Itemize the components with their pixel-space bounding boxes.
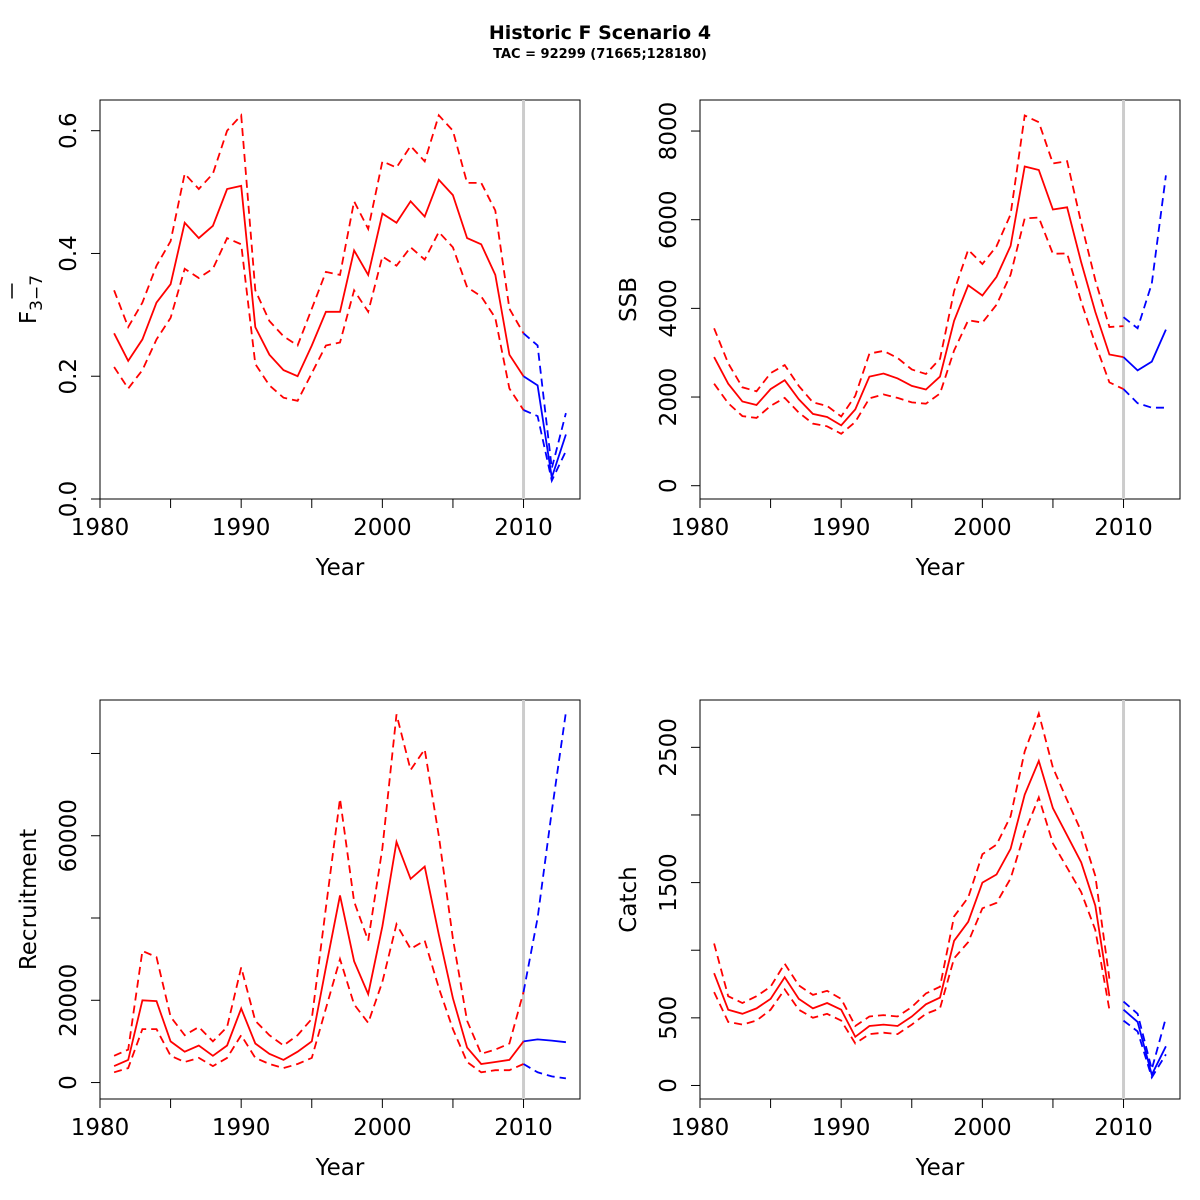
- y-tick-label: 6000: [656, 190, 682, 249]
- forecast-lower-line: [523, 1063, 567, 1080]
- y-tick-label: 8000: [656, 102, 682, 161]
- x-tick-label: 1980: [71, 1115, 130, 1141]
- x-tick-label: 2010: [1094, 1115, 1153, 1141]
- plot-frame: [99, 99, 581, 500]
- historic-lower-line: [113, 921, 524, 1074]
- x-tick-label: 2000: [353, 515, 412, 541]
- historic-median-line: [113, 838, 525, 1067]
- x-tick-label: 1980: [671, 1115, 730, 1141]
- y-tick-label: 500: [656, 996, 682, 1040]
- x-tick-label: 2010: [494, 515, 553, 541]
- historic-upper-line: [113, 113, 525, 347]
- x-tick-label: 2010: [1094, 515, 1153, 541]
- historic-upper-line: [113, 714, 525, 1057]
- y-axis-label-subscript: 3−7: [27, 275, 47, 311]
- forecast-upper-line: [522, 332, 567, 469]
- x-tick-label: 2000: [953, 515, 1012, 541]
- historic-median-line: [713, 758, 1111, 1039]
- panel-ssb: 1980 1990 2000 2010 0 2000 4000 6000 8000 Year SSB: [616, 99, 1181, 581]
- forecast-upper-line: [522, 712, 567, 993]
- y-axis-label: Catch: [616, 866, 642, 932]
- panel-catch: 1980 1990 2000 2010 0 500 1500 2500 Year Catch: [616, 699, 1181, 1181]
- y-tick-label: 0.2: [56, 358, 82, 395]
- y-tick-label: 0: [656, 478, 682, 493]
- y-tick-label: 0: [656, 1078, 682, 1093]
- x-tick-label: 1990: [812, 515, 871, 541]
- x-tick-label: 1990: [212, 1115, 271, 1141]
- y-tick-label: 1500: [656, 853, 682, 912]
- forecast-lower-line: [1122, 388, 1166, 409]
- y-tick-label: 0.4: [56, 235, 82, 272]
- figure-subtitle: TAC = 92299 (71665;128180): [493, 47, 707, 62]
- forecast-median-line: [1122, 1009, 1167, 1078]
- forecast-median-line: [1122, 329, 1167, 372]
- forecast-upper-line: [1122, 175, 1167, 330]
- x-axis-label: Year: [315, 1155, 365, 1181]
- historic-upper-line: [713, 710, 1111, 1028]
- x-tick-label: 2000: [353, 1115, 412, 1141]
- forecast-lower-line: [1122, 1019, 1167, 1080]
- forecast-median-line: [523, 1038, 567, 1044]
- historic-lower-line: [713, 216, 1124, 435]
- y-axis-label: F3−7: [16, 275, 47, 324]
- y-axis-label: SSB: [616, 277, 642, 322]
- historic-median-line: [113, 178, 525, 378]
- x-tick-label: 1990: [212, 515, 271, 541]
- historic-lower-line: [713, 794, 1111, 1045]
- x-tick-label: 2000: [953, 1115, 1012, 1141]
- y-tick-label: 2000: [656, 368, 682, 427]
- historic-upper-line: [713, 114, 1124, 418]
- forecast-median-line: [523, 375, 567, 478]
- x-tick-label: 1990: [812, 1115, 871, 1141]
- x-axis-label: Year: [915, 1155, 965, 1181]
- y-tick-label: 0.0: [56, 481, 82, 518]
- panel-fbar: 1980 1990 2000 2010 0.0 0.2 0.4 0.6 Year F3−7: [11, 99, 581, 581]
- y-tick-label: 60000: [56, 799, 82, 872]
- y-tick-label: 2500: [656, 718, 682, 777]
- x-tick-label: 1980: [71, 515, 130, 541]
- x-tick-label: 1980: [671, 515, 730, 541]
- y-axis-label: Recruitment: [16, 829, 42, 970]
- panel-recruitment: 1980 1990 2000 2010 0 20000 60000 Year Recruitme…: [16, 699, 581, 1181]
- x-axis-label: Year: [315, 555, 365, 581]
- forecast-lower-line: [523, 409, 567, 484]
- plot-frame: [699, 99, 1181, 500]
- plot-frame: [99, 699, 581, 1100]
- historic-median-line: [713, 165, 1124, 427]
- historic-lower-line: [113, 230, 525, 411]
- plot-frame: [699, 699, 1181, 1100]
- x-tick-label: 2010: [494, 1115, 553, 1141]
- y-tick-label: 0: [56, 1075, 82, 1090]
- y-tick-label: 0.6: [56, 112, 82, 149]
- y-tick-label: 20000: [56, 964, 82, 1037]
- x-axis-label: Year: [915, 555, 965, 581]
- figure-title: Historic F Scenario 4: [488, 22, 712, 44]
- y-tick-label: 4000: [656, 279, 682, 338]
